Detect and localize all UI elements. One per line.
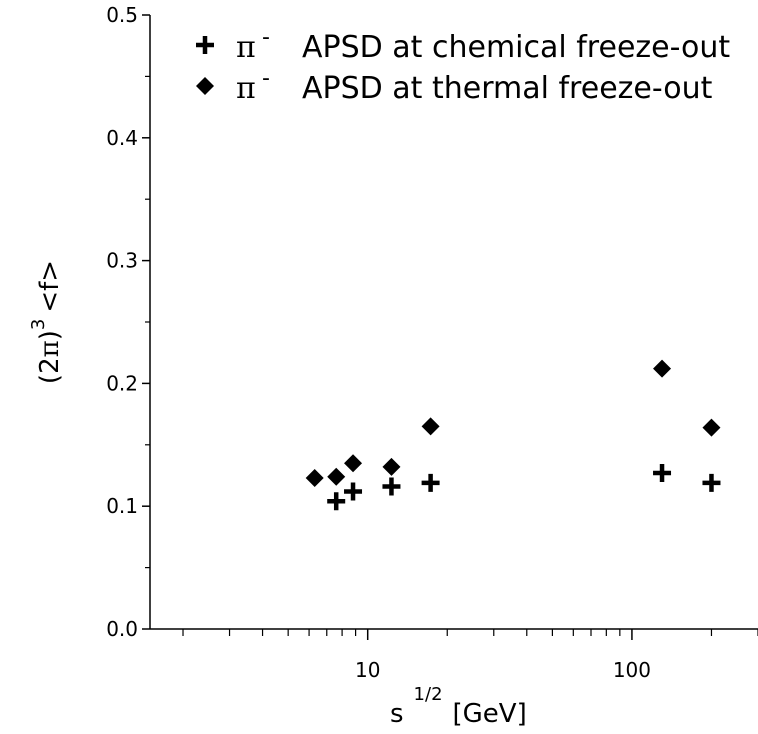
diamond-marker [305,468,324,487]
y-tick-label: 0.0 [106,617,138,641]
legend-charge: - [262,25,270,50]
y-tick-label: 0.1 [106,494,138,518]
data-points [305,359,721,511]
y-tick-label: 0.2 [106,371,138,395]
plus-marker [327,492,346,511]
legend-charge: - [262,66,270,91]
y-tick-label: 0.4 [106,126,138,150]
diamond-marker [653,359,672,378]
x-axis-title: s1/2[GeV] [390,684,527,729]
legend: π - APSD at chemical freeze-out π - APSD… [196,25,730,106]
diamond-marker [421,417,440,436]
x-tick-label: 10 [355,658,380,682]
legend-label-thermal: APSD at thermal freeze-out [302,71,713,106]
legend-particle-symbol: π [236,71,256,106]
diamond-marker [382,457,401,476]
diamond-marker [702,418,721,437]
legend-particle-symbol: π [236,30,256,65]
legend-entry-thermal: π - APSD at thermal freeze-out [196,66,713,106]
diamond-marker [344,454,363,473]
plus-marker [421,473,440,492]
x-tick-label: 100 [613,658,651,682]
diamond-marker [327,467,346,486]
legend-marker-plus [196,36,214,54]
plus-marker [653,464,672,483]
legend-marker-diamond [196,77,214,95]
axes [149,15,758,630]
y-tick-label: 0.5 [106,3,138,27]
y-axis-title: (2π)3<f> [28,260,65,384]
y-tick-label: 0.3 [106,249,138,273]
plus-marker [382,477,401,496]
plus-marker [702,473,721,492]
plus-marker [344,482,363,501]
y-axis-ticks: 0.0 0.1 0.2 0.3 0.4 0.5 [106,3,150,641]
legend-entry-chemical: π - APSD at chemical freeze-out [196,25,730,65]
x-axis-ticks: 10 100 [182,629,758,682]
legend-label-chemical: APSD at chemical freeze-out [302,30,730,65]
